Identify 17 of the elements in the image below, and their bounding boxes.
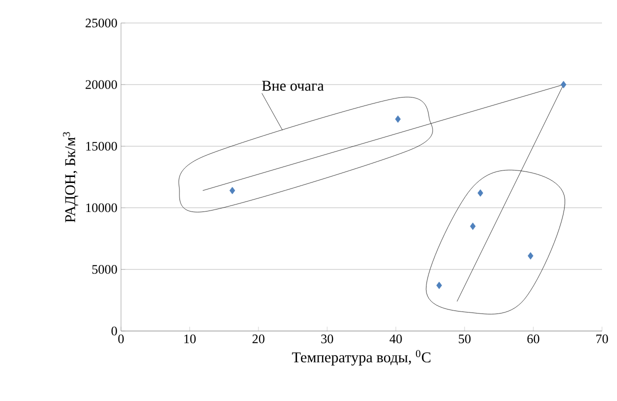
y-tick-label: 0 [112,326,117,336]
annotation: Вне очага [262,80,324,91]
x-tick-label: 30 [321,334,334,344]
x-tick-label: 50 [458,334,471,344]
y-tick-label: 5000 [92,265,117,274]
y-tick-label: 20000 [86,80,117,89]
x-tick-label: 20 [252,334,264,344]
x-tick-label: 40 [390,334,402,344]
y-tick-label: 15000 [86,142,117,151]
x-tick-label: 70 [596,334,608,344]
y-tick-label: 25000 [86,18,117,28]
y-axis-title: РАДОН, Бк/м$^{3}$ [62,132,78,222]
x-axis-title: Температура воды, $^{0}$C [292,350,430,366]
x-tick-label: 10 [184,334,196,344]
x-tick-label: 0 [118,334,124,344]
y-tick-label: 10000 [86,203,117,212]
x-tick-label: 60 [527,334,540,344]
